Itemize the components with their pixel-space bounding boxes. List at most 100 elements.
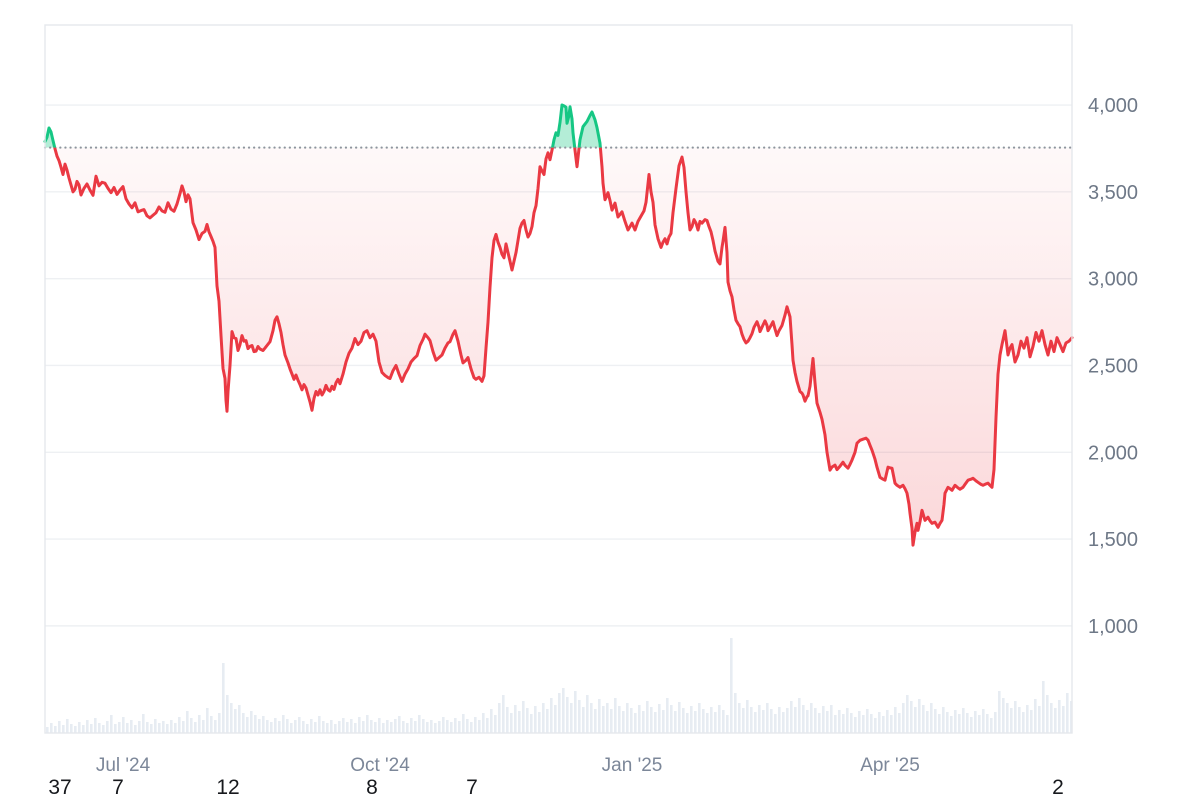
volume-bar xyxy=(362,721,365,733)
volume-bar xyxy=(1054,708,1057,733)
volume-bar xyxy=(98,723,101,733)
volume-bar xyxy=(794,707,797,733)
stray-number: 12 xyxy=(216,776,239,799)
volume-bar xyxy=(702,709,705,733)
volume-bar xyxy=(870,714,873,733)
volume-bar xyxy=(54,726,57,733)
price-line-above-reference xyxy=(43,103,602,148)
volume-bar xyxy=(514,705,517,733)
volume-bar xyxy=(814,708,817,733)
y-axis-label: 3,000 xyxy=(1088,269,1138,291)
volume-bar xyxy=(402,721,405,733)
volume-bar xyxy=(134,725,137,733)
volume-bar xyxy=(866,709,869,733)
volume-bar xyxy=(378,718,381,733)
volume-bar xyxy=(182,721,185,733)
loss-area-fill xyxy=(45,147,1072,546)
volume-bar xyxy=(346,722,349,733)
volume-bar xyxy=(982,709,985,733)
volume-bar xyxy=(326,723,329,733)
volume-bar xyxy=(214,720,217,733)
volume-bar xyxy=(746,700,749,733)
volume-bar xyxy=(890,715,893,733)
volume-bar xyxy=(586,695,589,733)
volume-bar xyxy=(190,718,193,733)
volume-bar xyxy=(110,715,113,733)
volume-bar xyxy=(934,709,937,733)
volume-bar xyxy=(722,710,725,733)
volume-bar xyxy=(178,717,181,733)
volume-bar xyxy=(498,703,501,733)
volume-bar xyxy=(1006,703,1009,733)
volume-bar xyxy=(846,708,849,733)
volume-bar xyxy=(658,704,661,733)
volume-bar xyxy=(542,703,545,733)
volume-bar xyxy=(62,725,65,733)
volume-bar xyxy=(774,714,777,733)
volume-bar xyxy=(246,717,249,733)
volume-bar xyxy=(942,707,945,733)
volume-bar xyxy=(654,712,657,733)
volume-bar xyxy=(286,719,289,733)
volume-bar xyxy=(766,703,769,733)
volume-bar xyxy=(634,713,637,733)
volume-bar xyxy=(850,713,853,733)
volume-bar xyxy=(918,699,921,733)
volume-bar xyxy=(126,723,129,733)
volume-bar xyxy=(910,701,913,733)
volume-bar xyxy=(1066,693,1069,733)
volume-bar xyxy=(338,721,341,733)
volume-bar xyxy=(218,713,221,733)
volume-bar xyxy=(826,711,829,733)
volume-bar xyxy=(838,710,841,733)
volume-bar xyxy=(806,710,809,733)
volume-bar xyxy=(502,695,505,733)
volume-bar xyxy=(1030,710,1033,733)
volume-bar xyxy=(882,716,885,733)
volume-bar xyxy=(854,717,857,733)
volume-bar xyxy=(82,725,85,733)
volume-bar xyxy=(46,727,49,733)
volume-bar xyxy=(906,695,909,733)
volume-bar xyxy=(106,721,109,733)
volume-bar xyxy=(754,712,757,733)
volume-bar xyxy=(382,723,385,733)
volume-bar xyxy=(490,709,493,733)
volume-bar xyxy=(762,710,765,733)
volume-bar xyxy=(790,701,793,733)
volume-bar xyxy=(230,703,233,733)
volume-bar xyxy=(734,693,737,733)
volume-bar xyxy=(154,719,157,733)
volume-bar xyxy=(294,720,297,733)
stray-number: 8 xyxy=(366,776,378,799)
volume-bar xyxy=(262,716,265,733)
volume-bar xyxy=(758,705,761,733)
volume-bar xyxy=(118,722,121,733)
volume-bar xyxy=(558,693,561,733)
volume-bar xyxy=(626,703,629,733)
volume-bar xyxy=(70,724,73,733)
volume-bar xyxy=(666,698,669,733)
volume-bar xyxy=(590,703,593,733)
volume-bar xyxy=(322,721,325,733)
volume-bar xyxy=(462,714,465,733)
volume-bar xyxy=(618,706,621,733)
volume-bar xyxy=(398,716,401,733)
volume-bar xyxy=(186,711,189,733)
volume-bar xyxy=(550,698,553,733)
volume-bar xyxy=(146,722,149,733)
volume-bar xyxy=(66,719,69,733)
volume-bar xyxy=(670,705,673,733)
volume-bar xyxy=(226,695,229,733)
volume-bar xyxy=(354,723,357,733)
volume-bar xyxy=(406,723,409,733)
volume-bar xyxy=(534,706,537,733)
volume-bar xyxy=(482,713,485,733)
volume-bar xyxy=(426,722,429,733)
volume-bar xyxy=(238,705,241,733)
x-axis-label: Oct '24 xyxy=(350,755,410,776)
volume-bar xyxy=(554,705,557,733)
volume-bar xyxy=(318,716,321,733)
volume-bar xyxy=(538,712,541,733)
